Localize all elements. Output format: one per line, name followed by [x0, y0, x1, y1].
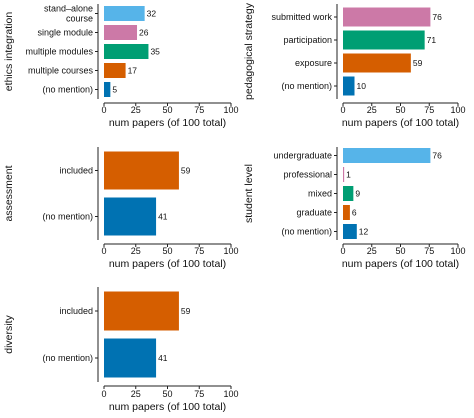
y-axis-title: assessment [3, 165, 15, 221]
x-tick-label: 100 [223, 246, 238, 256]
x-tick-label: 25 [131, 105, 141, 115]
category-label: (no mention) [42, 85, 93, 95]
bar-included [104, 291, 179, 331]
bar-value-label: 59 [181, 306, 191, 316]
x-tick-label: 0 [101, 105, 106, 115]
x-axis-title: num papers (of 100 total) [109, 401, 226, 413]
x-tick-label: 50 [162, 246, 172, 256]
bar-multiple-modules [104, 44, 149, 59]
bar-value-label: 32 [147, 9, 157, 19]
bar-value-label: 35 [150, 47, 160, 57]
panel-pedagogical-strategy: 0 25 50 75 100 num papers (of 100 total) pedag… [243, 2, 466, 129]
x-tick-label: 75 [194, 246, 204, 256]
category-label: included [59, 166, 93, 176]
category-label: professional [283, 170, 332, 180]
bar-value-label: 17 [128, 66, 138, 76]
x-tick-label: 100 [223, 105, 238, 115]
x-tick-label: 75 [194, 389, 204, 399]
bar-value-label: 9 [355, 189, 360, 199]
panel-assessment: 0 25 50 75 100 num papers (of 100 total) asses… [3, 147, 239, 270]
bar-value-label: 59 [413, 58, 423, 68]
y-axis-title: ethics integration [3, 12, 15, 92]
bar-value-label: 12 [359, 227, 369, 237]
x-tick-label: 100 [450, 105, 465, 115]
category-label: undergraduate [273, 151, 332, 161]
bar-no-mention [343, 76, 355, 96]
x-axis-title: num papers (of 100 total) [342, 117, 459, 129]
bar-value-label: 1 [346, 170, 351, 180]
x-axis-title: num papers (of 100 total) [109, 117, 226, 129]
category-label: participation [283, 35, 332, 45]
x-tick-label: 0 [101, 389, 106, 399]
x-tick-label: 25 [367, 105, 377, 115]
bar-value-label: 26 [139, 28, 149, 38]
bar-undergraduate [343, 148, 431, 163]
bar-single-module [104, 25, 138, 40]
bar-multiple-courses [104, 63, 126, 78]
bar-no-mention [104, 197, 157, 236]
category-label: single module [37, 28, 93, 38]
category-label: graduate [296, 208, 332, 218]
bar-value-label: 41 [158, 212, 168, 222]
category-label: (no mention) [42, 353, 93, 363]
x-tick-label: 0 [101, 246, 106, 256]
bar-value-label: 5 [112, 85, 117, 95]
category-label: multiple modules [25, 47, 93, 57]
bar-professional [343, 167, 345, 182]
bar-value-label: 76 [432, 151, 442, 161]
bar-value-label: 71 [427, 35, 437, 45]
x-axis-title: num papers (of 100 total) [342, 258, 459, 270]
category-label: stand–alone coursestand–alone course [44, 4, 93, 24]
x-tick-label: 100 [450, 246, 465, 256]
category-label: mixed [308, 189, 332, 199]
bar-submitted-work [343, 7, 431, 27]
category-label: multiple courses [28, 66, 94, 76]
x-tick-label: 25 [367, 246, 377, 256]
x-tick-label: 25 [131, 246, 141, 256]
bar-included [104, 151, 179, 190]
bar-no-mention [343, 224, 357, 239]
bar-value-label: 76 [432, 12, 442, 22]
x-tick-label: 25 [131, 389, 141, 399]
x-tick-label: 75 [424, 105, 434, 115]
bar-value-label: 10 [357, 81, 367, 91]
panel-student-level: 0 25 50 75 100 num papers (of 100 total) stude… [243, 147, 466, 270]
x-tick-label: 0 [340, 105, 345, 115]
category-label: included [59, 306, 93, 316]
bar-value-label: 41 [158, 353, 168, 363]
category-label: (no mention) [42, 212, 93, 222]
category-label: (no mention) [281, 227, 332, 237]
x-tick-label: 50 [162, 389, 172, 399]
bar-value-label: 59 [181, 166, 191, 176]
panel-diversity: 0 25 50 75 100 num papers (of 100 total) diver… [3, 287, 239, 413]
x-axis-title: num papers (of 100 total) [109, 258, 226, 270]
bar-value-label: 6 [352, 208, 357, 218]
bar-mixed [343, 186, 354, 201]
y-axis-title: student level [243, 164, 255, 223]
x-tick-label: 100 [223, 389, 238, 399]
y-axis-title: pedagogical strategy [243, 2, 255, 100]
bar-stand-alone-course [104, 6, 145, 21]
x-tick-label: 0 [340, 246, 345, 256]
x-tick-label: 75 [424, 246, 434, 256]
y-axis-title: diversity [3, 314, 15, 353]
bar-no-mention [104, 82, 111, 97]
category-label: (no mention) [281, 81, 332, 91]
category-label: submitted work [271, 12, 332, 22]
category-label: exposure [295, 58, 332, 68]
x-tick-label: 50 [162, 105, 172, 115]
bar-no-mention [104, 338, 157, 378]
x-tick-label: 50 [395, 105, 405, 115]
bar-participation [343, 30, 425, 50]
panel-ethics-integration: 0 25 50 75 100 num papers (of 100 total) ethic… [3, 4, 239, 130]
x-tick-label: 50 [395, 246, 405, 256]
bar-exposure [343, 53, 411, 73]
bar-graduate [343, 205, 350, 220]
x-tick-label: 75 [194, 105, 204, 115]
